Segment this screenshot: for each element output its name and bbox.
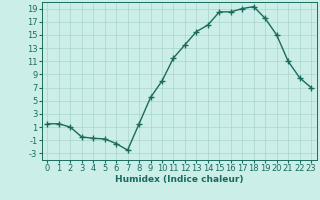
X-axis label: Humidex (Indice chaleur): Humidex (Indice chaleur) bbox=[115, 175, 244, 184]
